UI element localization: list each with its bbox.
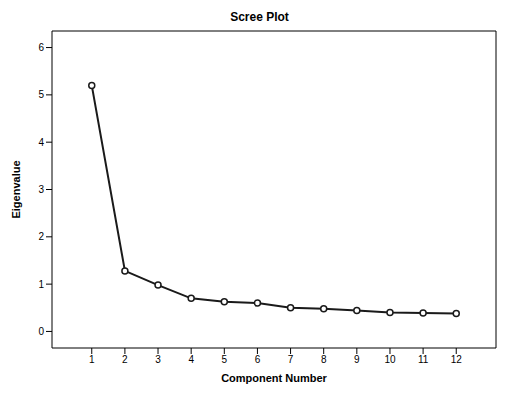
svg-text:5: 5: [222, 354, 228, 365]
svg-text:0: 0: [38, 326, 44, 337]
svg-text:2: 2: [38, 231, 44, 242]
svg-text:9: 9: [354, 354, 360, 365]
svg-text:3: 3: [38, 184, 44, 195]
svg-text:7: 7: [288, 354, 294, 365]
svg-text:2: 2: [122, 354, 128, 365]
html-text:Scree Plot: Scree Plot: [230, 10, 289, 24]
svg-text:4: 4: [188, 354, 194, 365]
svg-text:12: 12: [451, 354, 463, 365]
svg-text:10: 10: [384, 354, 396, 365]
svg-text:6: 6: [38, 42, 44, 53]
svg-text:4: 4: [38, 137, 44, 148]
svg-text:5: 5: [38, 89, 44, 100]
svg-text:Component Number: Component Number: [221, 372, 327, 384]
svg-text:11: 11: [418, 354, 429, 365]
svg-text:1: 1: [38, 279, 44, 290]
svg-text:6: 6: [255, 354, 261, 365]
svg-text:8: 8: [321, 354, 327, 365]
svg-text:Eigenvalue: Eigenvalue: [10, 160, 22, 218]
svg-text:1: 1: [89, 354, 95, 365]
svg-text:3: 3: [155, 354, 161, 365]
